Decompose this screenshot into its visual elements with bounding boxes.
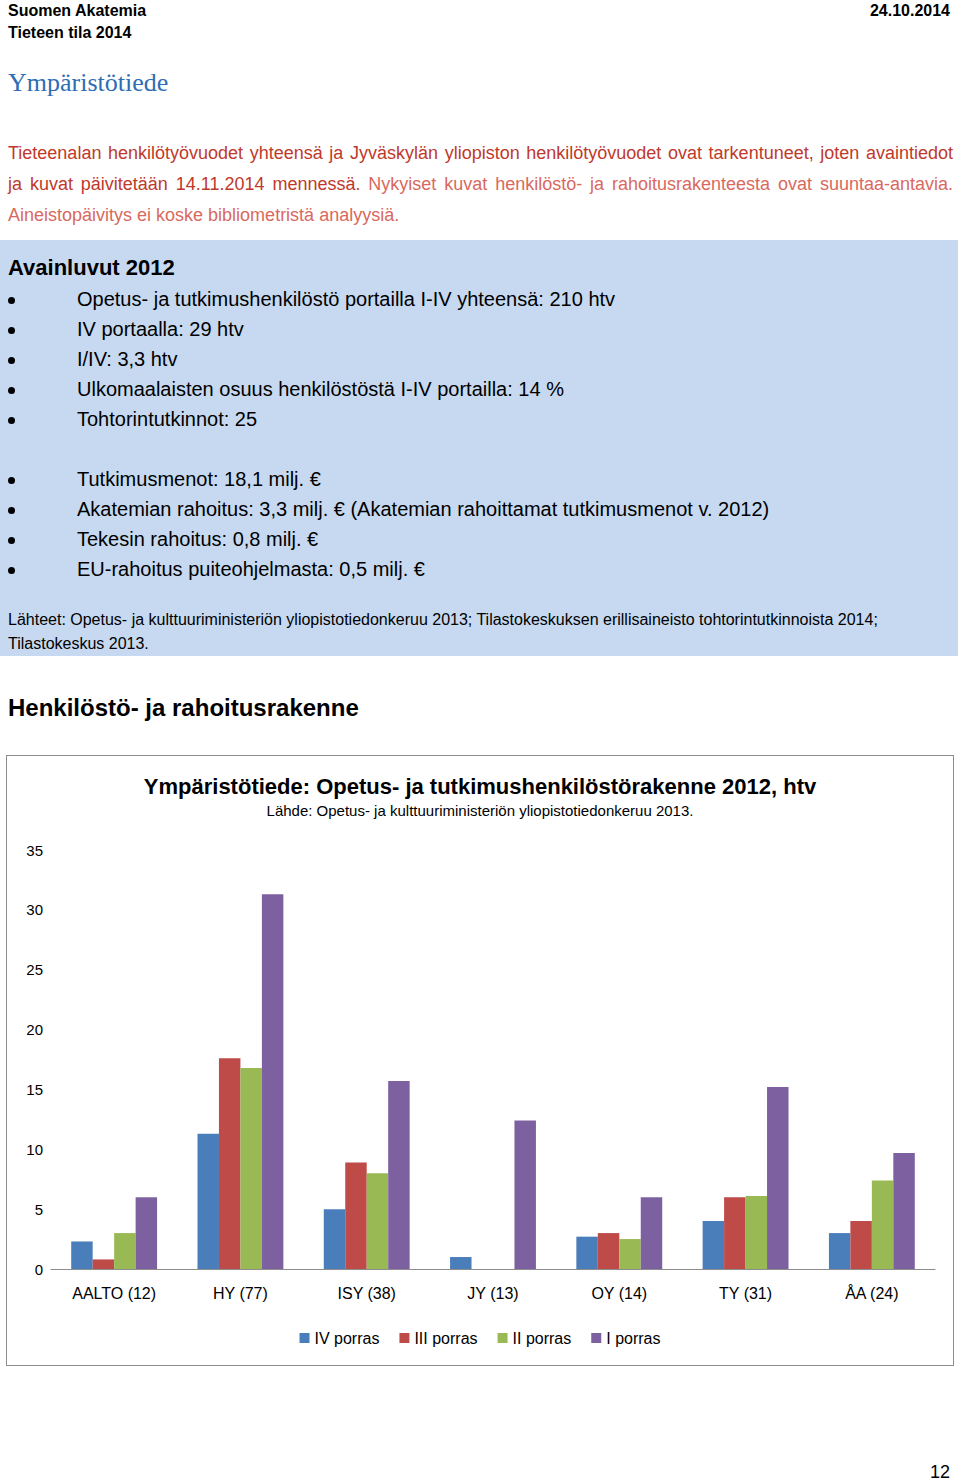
svg-text:II porras: II porras xyxy=(513,1330,572,1347)
svg-text:0: 0 xyxy=(35,1261,43,1278)
svg-text:OY (14): OY (14) xyxy=(591,1285,647,1302)
svg-text:IV porras: IV porras xyxy=(315,1330,380,1347)
html-text:Tekesin rahoitus: 0,8 milj. €: Tekesin rahoitus: 0,8 milj. € xyxy=(77,528,319,550)
svg-text:III porras: III porras xyxy=(414,1330,477,1347)
html-text:Tutkimusmenot: 18,1 milj. €: Tutkimusmenot: 18,1 milj. € xyxy=(77,468,321,490)
svg-text:AALTO (12): AALTO (12) xyxy=(72,1285,156,1302)
html-text:Ulkomaalaisten osuus henkilöst: Ulkomaalaisten osuus henkilöstöstä I-IV … xyxy=(77,378,564,400)
svg-text:ISY (38): ISY (38) xyxy=(338,1285,396,1302)
svg-text:5: 5 xyxy=(35,1201,43,1218)
svg-text:15: 15 xyxy=(26,1081,43,1098)
html-text:Avainluvut 2012: Avainluvut 2012 xyxy=(8,255,175,280)
svg-text:ÅA (24): ÅA (24) xyxy=(845,1284,898,1302)
html-text:Opetus- ja tutkimushenkilöstö: Opetus- ja tutkimushenkilöstö portailla … xyxy=(77,288,616,310)
html-text:Tieteen tila 2014: Tieteen tila 2014 xyxy=(8,24,132,41)
html-text:12: 12 xyxy=(930,1462,950,1482)
html-text:Akatemian rahoitus: 3,3 milj.: Akatemian rahoitus: 3,3 milj. € (Akatemi… xyxy=(77,498,770,520)
svg-text:35: 35 xyxy=(26,842,43,859)
svg-text:25: 25 xyxy=(26,961,43,978)
svg-text:20: 20 xyxy=(26,1021,43,1038)
html-text:Tohtorintutkinnot: 25: Tohtorintutkinnot: 25 xyxy=(77,408,258,430)
svg-text:30: 30 xyxy=(26,901,43,918)
html-text:Tieteenalan henkilötyövuodet y: Tieteenalan henkilötyövuodet yhteensä ja… xyxy=(8,143,953,225)
html-text:24.10.2014: 24.10.2014 xyxy=(869,2,950,19)
svg-text:10: 10 xyxy=(26,1141,43,1158)
html-text:EU-rahoitus puiteohjelmasta: 0: EU-rahoitus puiteohjelmasta: 0,5 milj. € xyxy=(77,558,425,580)
svg-text:HY (77): HY (77) xyxy=(213,1285,268,1302)
html-text:IV portaalla: 29 htv: IV portaalla: 29 htv xyxy=(77,318,244,340)
svg-text:TY (31): TY (31) xyxy=(719,1285,772,1302)
svg-text:Lähde: Opetus- ja kulttuurimin: Lähde: Opetus- ja kulttuuriministeriön y… xyxy=(267,802,694,819)
svg-text:JY (13): JY (13) xyxy=(467,1285,518,1302)
svg-text:I porras: I porras xyxy=(606,1330,660,1347)
html-text:Lähteet: Opetus- ja kulttuurim: Lähteet: Opetus- ja kulttuuriministeriön… xyxy=(8,611,878,652)
html-text:Suomen Akatemia: Suomen Akatemia xyxy=(8,2,147,19)
html-text:Ympäristötiede: Ympäristötiede xyxy=(8,68,169,97)
html-text:Henkilöstö- ja rahoitusrakenne: Henkilöstö- ja rahoitusrakenne xyxy=(8,694,359,721)
svg-text:Ympäristötiede: Opetus- ja tut: Ympäristötiede: Opetus- ja tutkimushenki… xyxy=(144,774,817,799)
html-text:I/IV: 3,3 htv: I/IV: 3,3 htv xyxy=(77,348,178,370)
